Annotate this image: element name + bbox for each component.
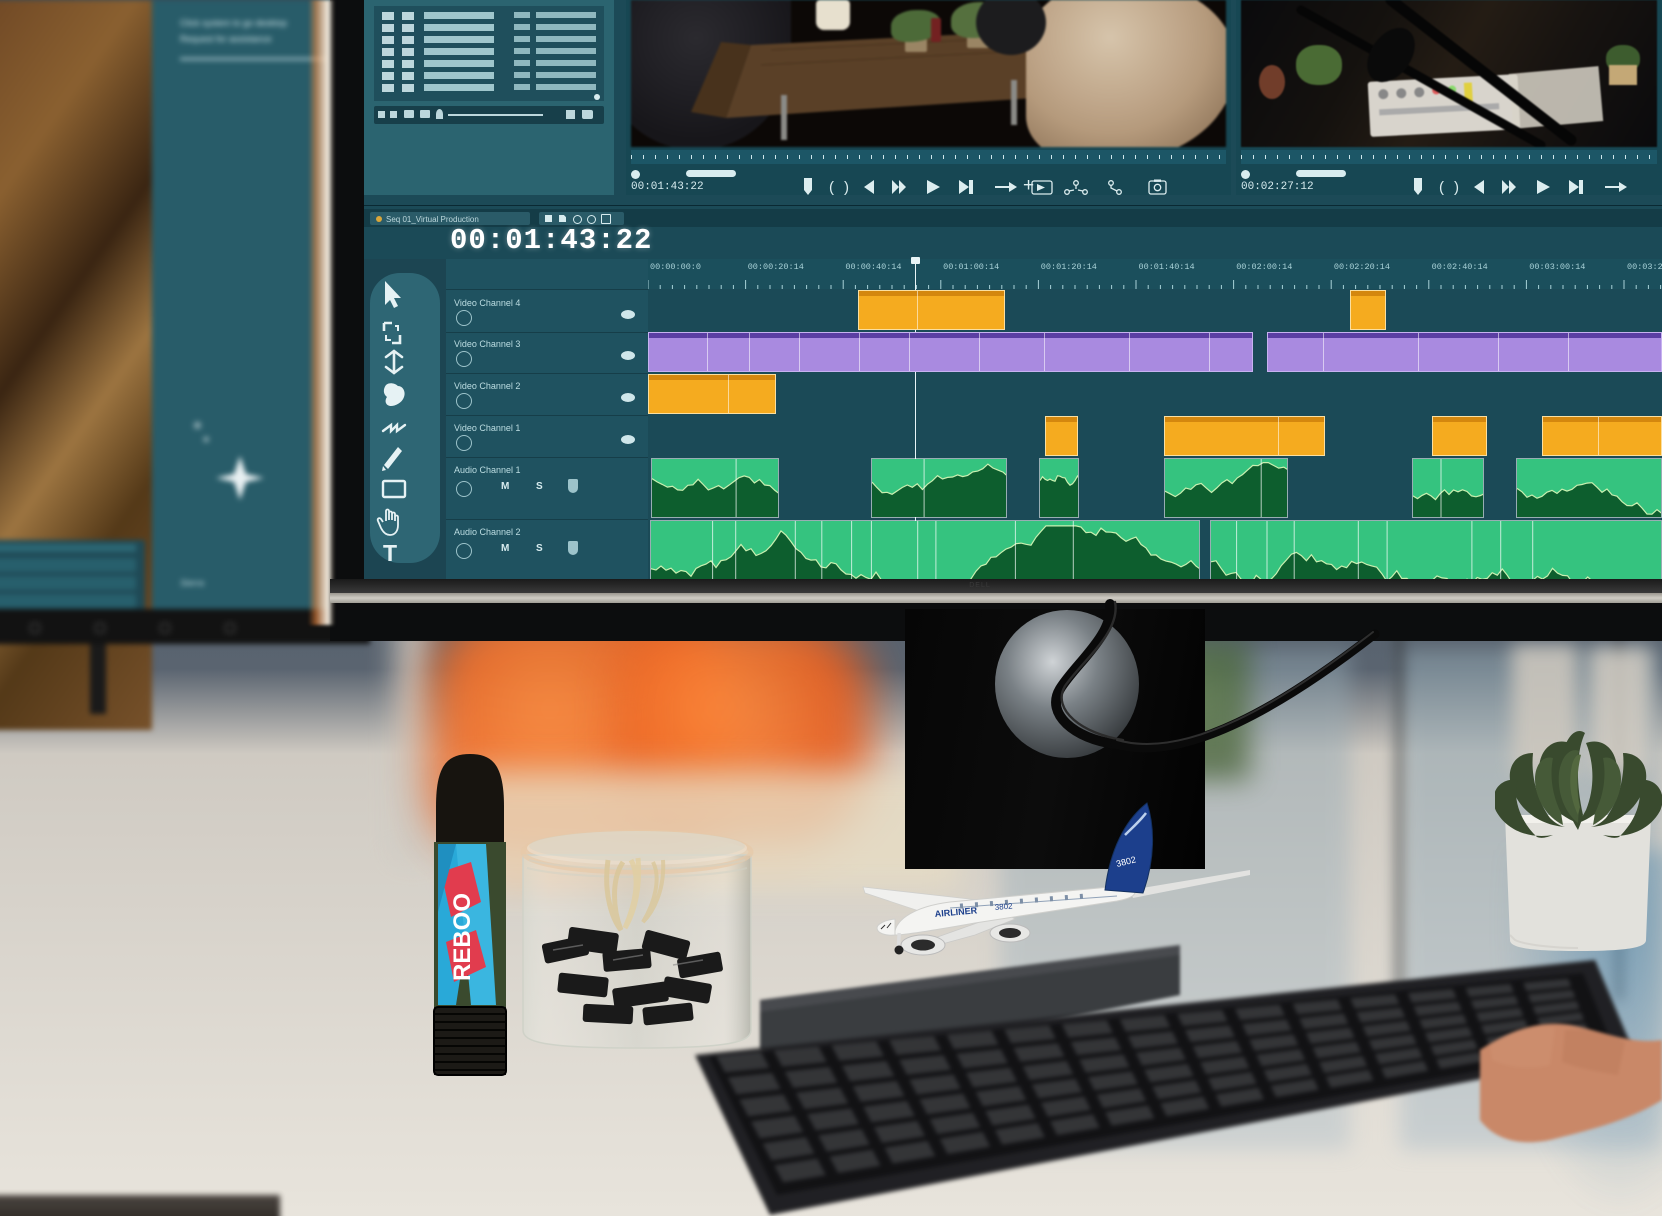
svg-text:(: ( <box>1439 179 1444 196</box>
svg-text:): ) <box>844 179 849 196</box>
svg-text:3802: 3802 <box>994 901 1013 912</box>
svg-text:): ) <box>1454 179 1459 196</box>
svg-text:(: ( <box>829 179 834 196</box>
svg-text:T: T <box>383 540 397 563</box>
svg-text:REBOO: REBOO <box>449 893 476 981</box>
